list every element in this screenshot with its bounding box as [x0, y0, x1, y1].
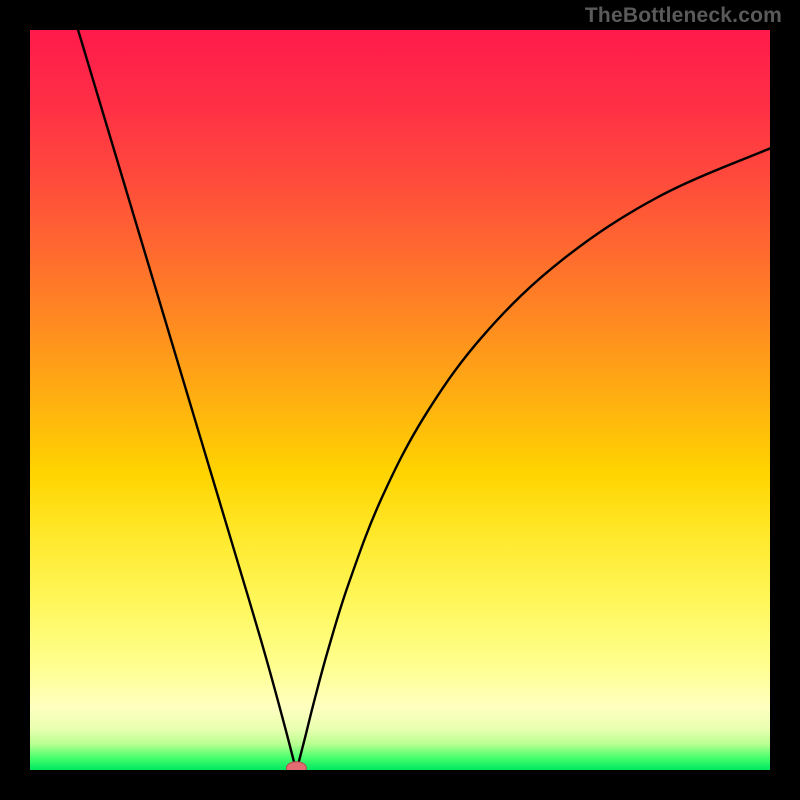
minimum-marker	[286, 762, 306, 774]
chart-container: { "watermark": { "text": "TheBottleneck.…	[0, 0, 800, 800]
plot-background	[30, 30, 770, 770]
chart-svg	[0, 0, 800, 800]
watermark-text: TheBottleneck.com	[585, 4, 782, 28]
